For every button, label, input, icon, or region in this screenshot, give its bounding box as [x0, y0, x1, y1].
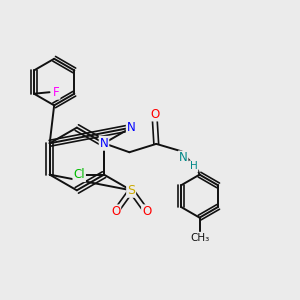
Text: O: O: [111, 205, 120, 218]
Text: N: N: [179, 152, 188, 164]
Text: Cl: Cl: [74, 168, 85, 181]
Text: N: N: [127, 121, 136, 134]
Text: H: H: [190, 161, 197, 171]
Text: O: O: [150, 107, 159, 121]
Text: F: F: [53, 86, 59, 99]
Text: O: O: [142, 205, 151, 218]
Text: S: S: [127, 184, 135, 197]
Text: N: N: [100, 137, 108, 150]
Text: CH₃: CH₃: [190, 232, 209, 243]
